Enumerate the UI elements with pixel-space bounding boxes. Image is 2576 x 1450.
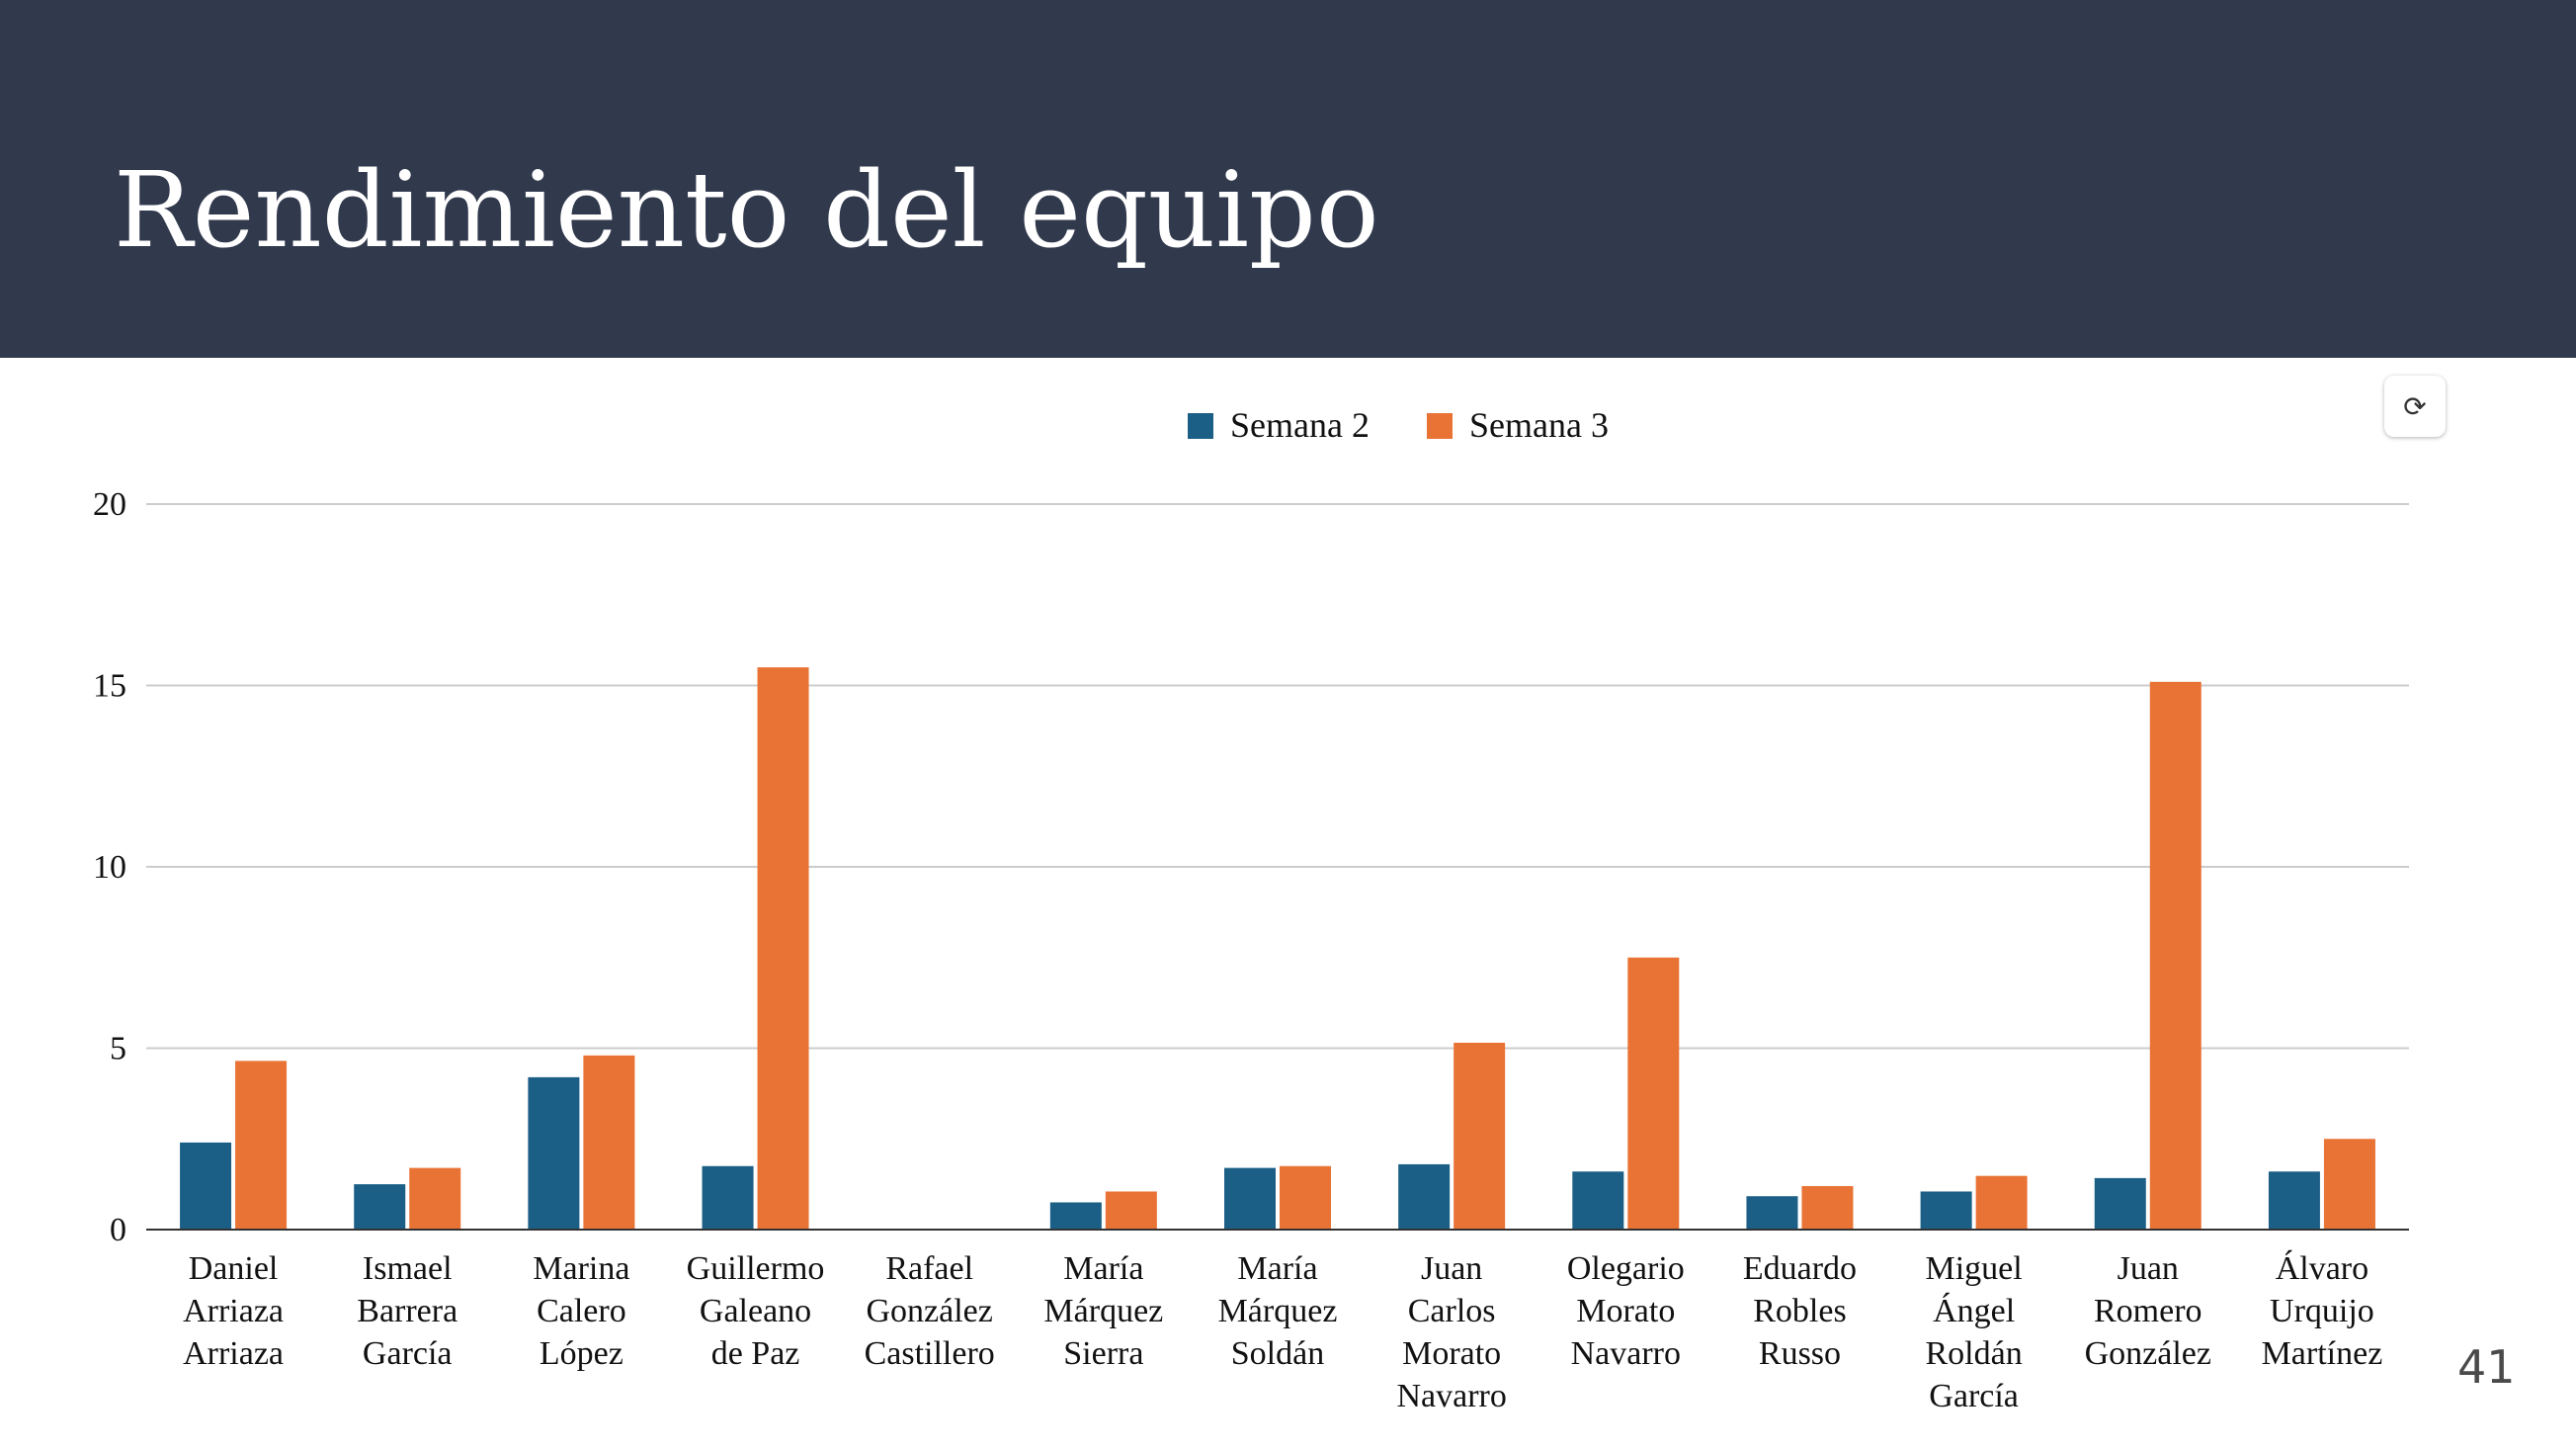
bar-semana-3 <box>235 1061 288 1230</box>
bar-semana-3 <box>1975 1175 2028 1230</box>
bar-semana-3 <box>2323 1139 2375 1230</box>
bar-semana-3 <box>583 1055 635 1230</box>
x-tick-label: Ismael Barrera García <box>357 1250 457 1372</box>
x-tick-label-line: Eduardo <box>1743 1250 1857 1287</box>
x-tick-label-line: Russo <box>1759 1335 1841 1372</box>
bar-semana-3 <box>1280 1165 1331 1230</box>
x-tick-label-line: María <box>1063 1250 1143 1287</box>
x-tick-label-line: García <box>363 1335 453 1372</box>
x-tick-label-line: de Paz <box>711 1335 800 1372</box>
x-tick-label: Daniel Arriaza Arriaza <box>183 1250 284 1372</box>
y-tick-label: 0 <box>110 1212 126 1248</box>
x-tick-label-line: Guillermo <box>687 1250 825 1287</box>
x-tick-label: Marina Calero López <box>533 1250 629 1372</box>
bar-semana-3 <box>1454 1042 1506 1230</box>
x-tick-label: Juan Carlos Morato Navarro <box>1396 1250 1506 1414</box>
x-tick-label-line: María <box>1237 1250 1317 1287</box>
bar-semana-2 <box>1572 1171 1624 1230</box>
x-tick-label: María Márquez Sierra <box>1043 1250 1163 1372</box>
x-tick-label-line: Castillero <box>865 1335 995 1372</box>
x-tick-label-line: Sierra <box>1063 1335 1143 1372</box>
bar-semana-3 <box>1627 957 1680 1230</box>
bar-semana-3 <box>1801 1185 1854 1230</box>
x-tick-label-line: Navarro <box>1396 1378 1506 1414</box>
x-tick-label-line: López <box>540 1335 623 1372</box>
legend-swatch <box>1427 413 1453 439</box>
x-tick-label-line: Martínez <box>2262 1335 2383 1372</box>
x-tick-label-line: Urquijo <box>2270 1293 2374 1329</box>
x-tick-label-line: González <box>2085 1335 2211 1372</box>
x-tick-label-line: Miguel <box>1926 1250 2023 1287</box>
bar-semana-2 <box>1398 1163 1451 1230</box>
bar-semana-2 <box>2094 1177 2146 1230</box>
x-tick-label: Eduardo Robles Russo <box>1743 1250 1857 1372</box>
legend-label: Semana 3 <box>1469 405 1609 445</box>
x-tick-label-line: González <box>867 1293 993 1329</box>
page-number: 41 <box>2457 1340 2516 1394</box>
x-tick-label-line: Arriaza <box>183 1335 284 1372</box>
x-tick-label-line: Carlos <box>1408 1293 1496 1329</box>
x-tick-label-line: Ángel <box>1933 1293 2015 1329</box>
x-tick-label: Olegario Morato Navarro <box>1567 1250 1685 1372</box>
y-tick-label: 15 <box>93 668 126 705</box>
x-tick-label-line: Morato <box>1402 1335 1501 1372</box>
x-tick-label: Juan Romero González <box>2085 1250 2211 1372</box>
legend-label: Semana 2 <box>1230 405 1370 445</box>
y-tick-label: 5 <box>110 1031 126 1067</box>
bar-semana-2 <box>1224 1167 1276 1230</box>
bar-chart: 0 5 10 15 20 Daniel Arriaza Arriaza Ismael Barrer… <box>93 405 2409 1414</box>
x-tick-label-line: Navarro <box>1571 1335 1681 1372</box>
slide-title: Rendimiento del equipo <box>114 149 1379 271</box>
y-tick-label: 10 <box>93 849 126 886</box>
header-bar: Rendimiento del equipo <box>0 0 2576 358</box>
x-tick-label-line: Barrera <box>357 1293 457 1329</box>
refresh-button[interactable]: ⟳ <box>2384 376 2446 437</box>
x-tick-label-line: Juan <box>1421 1250 1482 1287</box>
x-tick-label-line: García <box>1929 1378 2019 1414</box>
bar-semana-3 <box>409 1167 461 1230</box>
x-tick-label: María Márquez Soldán <box>1218 1250 1338 1372</box>
x-tick-label-line: Ismael <box>363 1250 453 1287</box>
x-tick-label-line: Soldán <box>1231 1335 1324 1372</box>
bar-semana-2 <box>354 1184 406 1230</box>
bar-semana-3 <box>1105 1191 1157 1230</box>
x-tick-label-line: Robles <box>1753 1293 1846 1329</box>
x-tick-label-line: Rafael <box>885 1250 973 1287</box>
x-tick-label: Rafael González Castillero <box>865 1250 995 1372</box>
legend-swatch <box>1188 413 1213 439</box>
x-tick-label-line: Márquez <box>1218 1293 1338 1329</box>
refresh-icon: ⟳ <box>2403 389 2427 423</box>
bar-semana-2 <box>2268 1171 2320 1230</box>
x-tick-label-line: Juan <box>2118 1250 2179 1287</box>
x-tick-label-line: Daniel <box>189 1250 279 1287</box>
bar-semana-2 <box>1920 1191 1972 1230</box>
bar-semana-3 <box>2149 681 2202 1230</box>
bar-semana-2 <box>180 1142 232 1230</box>
x-tick-label: Álvaro Urquijo Martínez <box>2262 1250 2383 1372</box>
x-tick-label-line: Arriaza <box>183 1293 284 1329</box>
bar-semana-2 <box>702 1165 754 1230</box>
bar-semana-2 <box>528 1076 580 1230</box>
x-tick-label-line: Calero <box>537 1293 626 1329</box>
x-tick-label-line: Olegario <box>1567 1250 1685 1287</box>
x-tick-label: Miguel Ángel Roldán García <box>1926 1250 2023 1414</box>
x-tick-label-line: Álvaro <box>2276 1250 2368 1287</box>
bar-semana-3 <box>757 667 809 1230</box>
x-tick-label-line: Márquez <box>1043 1293 1163 1329</box>
x-tick-label: Guillermo Galeano de Paz <box>687 1250 825 1372</box>
y-tick-label: 20 <box>93 486 126 523</box>
x-tick-label-line: Romero <box>2094 1293 2202 1329</box>
bar-semana-2 <box>1049 1202 1102 1230</box>
x-tick-label-line: Galeano <box>700 1293 811 1329</box>
x-tick-label-line: Marina <box>533 1250 629 1287</box>
x-tick-label-line: Morato <box>1576 1293 1675 1329</box>
x-tick-label-line: Roldán <box>1926 1335 2023 1372</box>
bar-semana-2 <box>1746 1196 1798 1230</box>
